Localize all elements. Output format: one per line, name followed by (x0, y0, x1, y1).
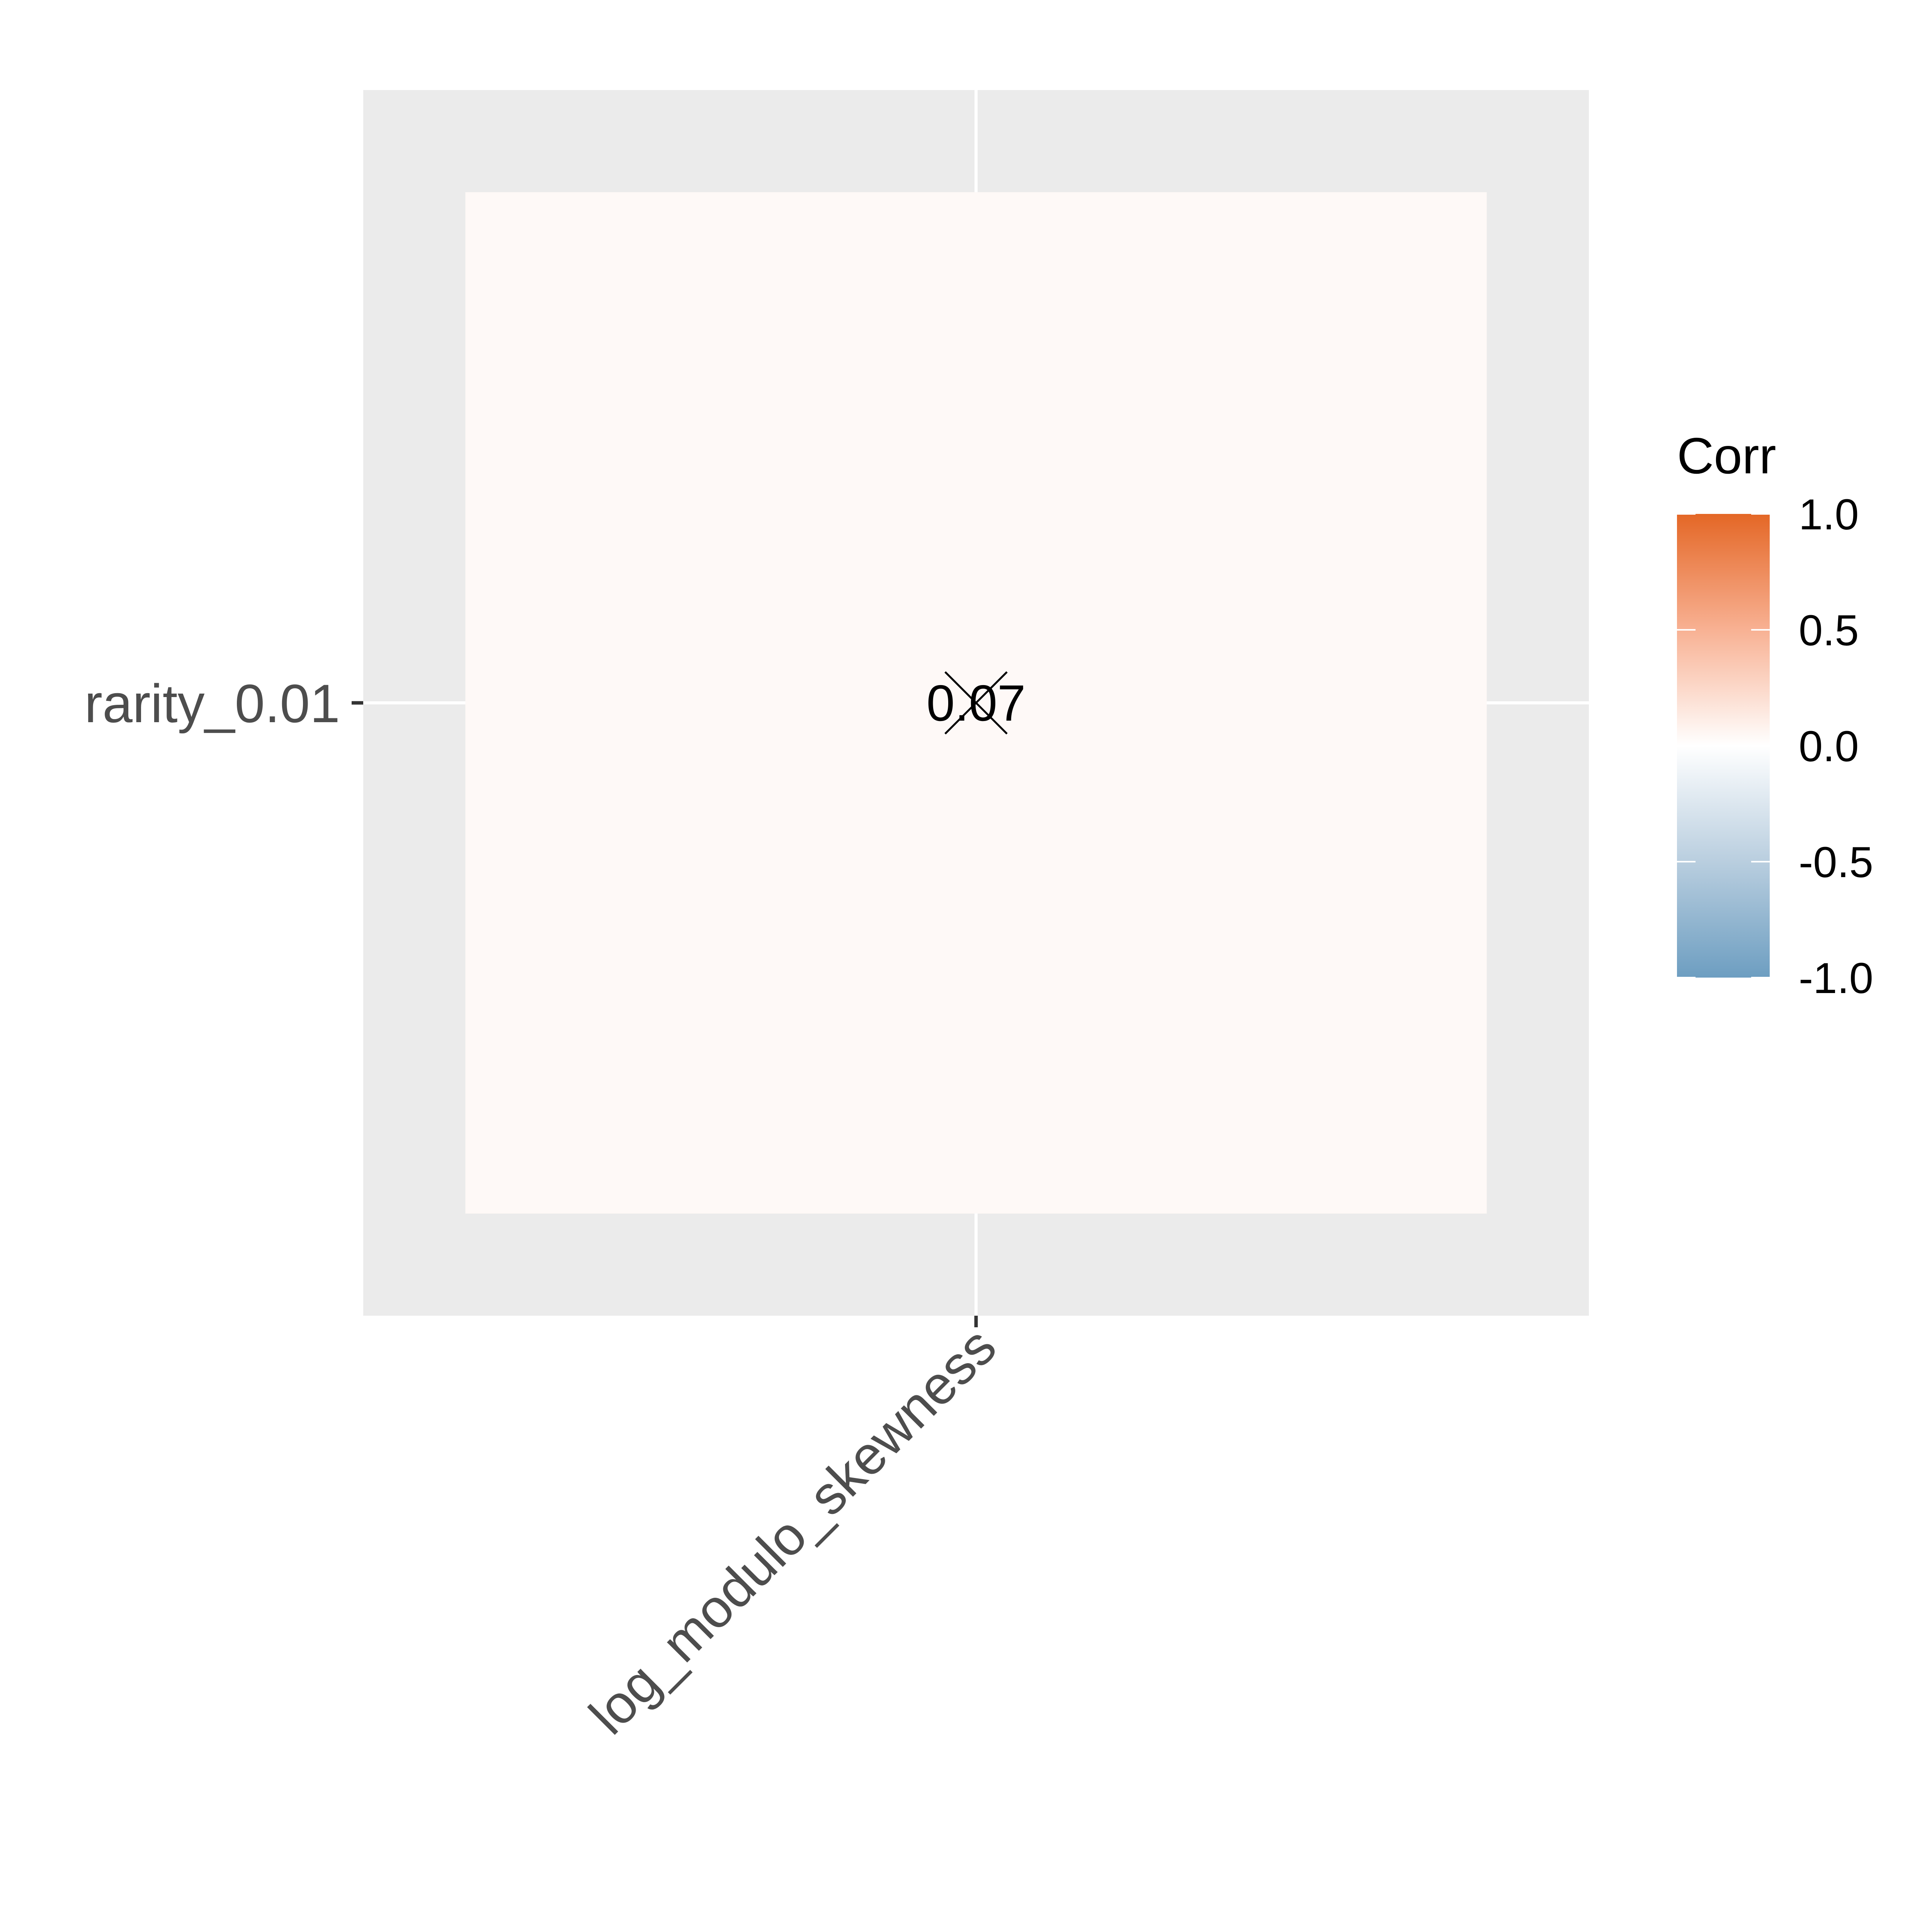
legend: Corr 1.0 0.5 0.0 -0.5 -1.0 (1677, 427, 1873, 1002)
legend-title: Corr (1677, 427, 1776, 484)
insignificance-cross (944, 671, 1008, 735)
legend-tick-label: 1.0 (1799, 490, 1859, 539)
y-tick-label: rarity_0.01 (85, 673, 340, 734)
legend-tick-label: -1.0 (1799, 954, 1873, 1002)
legend-ticks: 1.0 0.5 0.0 -0.5 -1.0 (1677, 490, 1873, 1002)
legend-tick-label: 0.0 (1799, 722, 1859, 770)
legend-tick-label: -0.5 (1799, 838, 1873, 886)
legend-tick-label: 0.5 (1799, 606, 1859, 655)
x-axis: log_modulo_skewness (578, 1316, 1008, 1746)
heatmap-cells: 0.07 (465, 192, 1487, 1214)
x-tick-label: log_modulo_skewness (578, 1316, 1008, 1746)
y-axis: rarity_0.01 (85, 673, 363, 734)
